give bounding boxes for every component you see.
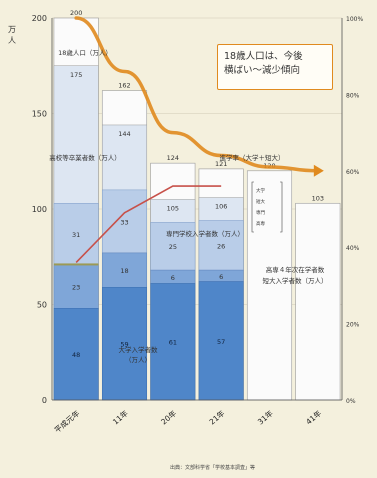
- y-tick-label-right: 40%: [346, 245, 360, 252]
- x-tick-label: 平成元年: [52, 408, 82, 435]
- label-technical-college: 高専４年次在学者数: [266, 265, 325, 274]
- bar-junior-college: [102, 252, 147, 288]
- y-tick-label-right: 60%: [346, 169, 360, 176]
- label-high-school-graduates: 高校等卒業者数（万人）: [49, 153, 121, 162]
- x-tick-label: 21年: [207, 408, 227, 427]
- bracket-note: 大学: [256, 187, 265, 194]
- x-tick-label: 11年: [110, 408, 130, 427]
- bar-label-18-age: 124: [167, 154, 179, 162]
- bar-label-high-school: 144: [118, 130, 130, 138]
- bar-vocational-school: [102, 189, 147, 254]
- bar-18-age-population: [246, 170, 293, 401]
- bar-label-vocational: 31: [72, 231, 80, 239]
- y-tick-label-left: 200: [32, 14, 47, 23]
- y-tick-label-left: 150: [32, 110, 47, 119]
- label-university-entrants: 大学入学者数: [119, 345, 159, 354]
- bar-label-vocational: 25: [169, 243, 177, 251]
- y-tick-label-right: 80%: [346, 92, 360, 99]
- callout-line-1: 18歳人口は、今後: [224, 51, 303, 62]
- bar-label-high-school: 175: [70, 71, 82, 79]
- label-advance-rate: 進学率（大学＋短大）: [220, 153, 285, 162]
- bar-label-university: 61: [169, 339, 177, 347]
- y-tick-label-left: 0: [42, 396, 47, 405]
- bar-label-university: 57: [217, 338, 225, 346]
- bracket-note: 高専: [256, 220, 265, 227]
- y-axis-unit: 人: [8, 36, 16, 45]
- bracket-note: 短大: [256, 198, 265, 205]
- bar-university-entrants: [102, 287, 147, 401]
- bar-label-vocational: 26: [217, 242, 225, 250]
- x-tick-label: 20年: [159, 408, 179, 427]
- callout-line-2: 横ばい～減少傾向: [224, 65, 301, 76]
- advance-rate-line: [75, 185, 222, 264]
- x-tick-label: 41年: [304, 408, 324, 427]
- label-university-entrants-unit: （万人）: [125, 356, 151, 364]
- source-note: 出典：文部科学省「学校基本調査」等: [170, 465, 256, 471]
- bar-label-18-age: 103: [312, 194, 324, 202]
- label-vocational-entrants: 専門学校入学者数（万人）: [166, 229, 244, 238]
- y-tick-label-left: 100: [32, 205, 47, 214]
- bar-vocational-school: [198, 220, 244, 271]
- bar-18-age-population: [295, 202, 341, 401]
- bar-label-junior-college: 18: [120, 267, 128, 275]
- bar-label-18-age: 200: [70, 9, 82, 17]
- bar-vocational-school: [150, 222, 196, 271]
- bar-label-18-age: 121: [215, 160, 227, 168]
- bar-label-high-school: 106: [215, 203, 227, 211]
- bar-label-18-age: 162: [118, 82, 130, 90]
- bracket-note: 専門: [256, 209, 265, 216]
- bar-university-entrants: [150, 283, 196, 401]
- population-trend-arrowhead: [313, 164, 324, 177]
- bar-label-vocational: 33: [120, 218, 128, 226]
- label-18-age-population: 18歳人口（万人）: [58, 48, 112, 57]
- bar-label-junior-college: 6: [219, 273, 223, 281]
- bar-label-university: 48: [72, 351, 80, 359]
- y-tick-label-right: 100%: [346, 16, 363, 23]
- y-axis-unit: 万: [8, 25, 16, 34]
- x-tick-label: 31年: [255, 408, 275, 427]
- trend-callout: 18歳人口は、今後 横ばい～減少傾向: [217, 44, 333, 90]
- bar-label-junior-college: 23: [72, 283, 80, 291]
- bar-label-university: 59: [120, 341, 128, 349]
- y-tick-label-right: 20%: [346, 322, 360, 329]
- bar-technical-college-band: [53, 263, 99, 266]
- bar-label-high-school: 105: [167, 204, 179, 212]
- y-tick-label-right: 0%: [346, 398, 356, 405]
- bar-vocational-school: [53, 203, 99, 265]
- bar-label-junior-college: 6: [171, 274, 175, 282]
- bracket-left: [251, 181, 254, 233]
- bar-university-entrants: [53, 308, 99, 401]
- population-trend-curve: [74, 16, 320, 173]
- label-junior-college-entrants: 短大入学者数（万人）: [263, 276, 328, 285]
- bracket-right: [280, 181, 283, 233]
- y-tick-label-left: 50: [37, 301, 47, 310]
